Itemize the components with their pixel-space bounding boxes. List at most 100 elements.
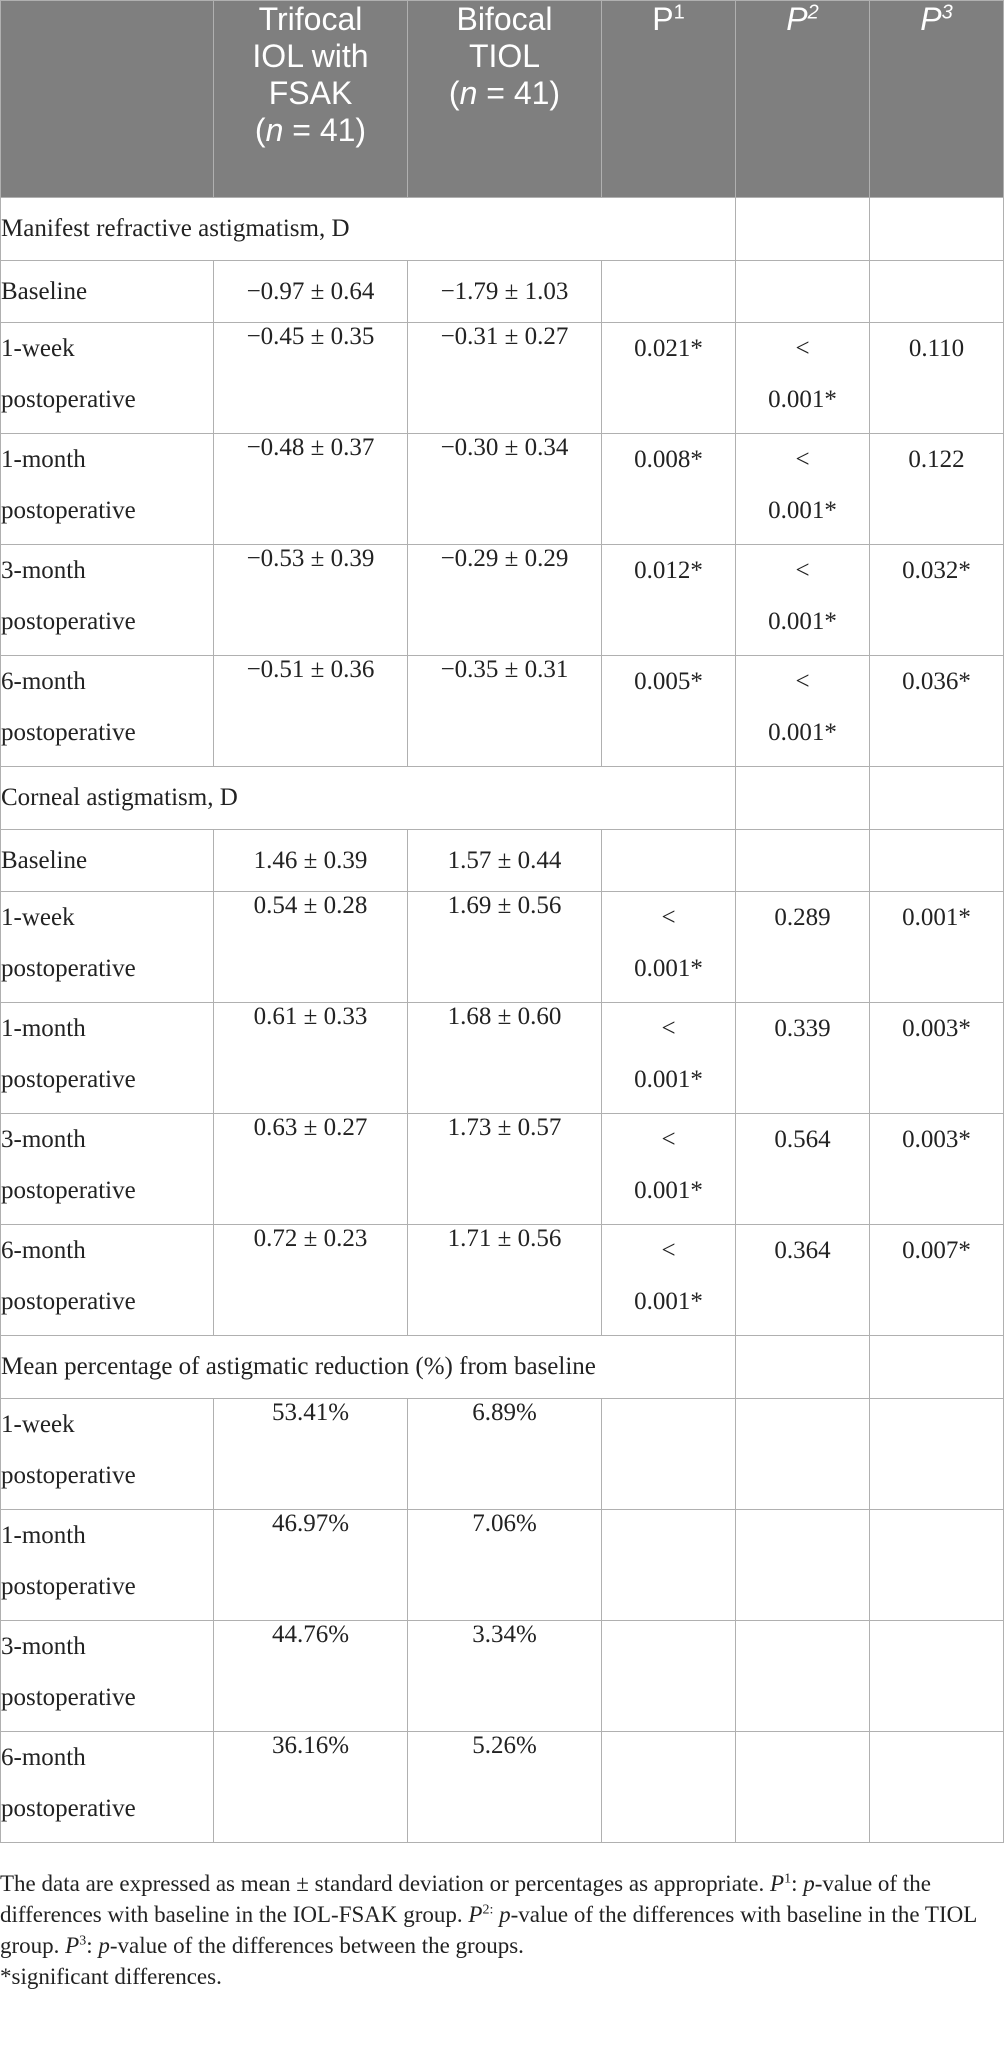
row-label-line: 3-month	[1, 1126, 86, 1153]
footnote-intro: The data are expressed as mean ± standar…	[0, 1871, 771, 1896]
table-row: 1-month postoperative 46.97% 7.06%	[0, 1509, 1004, 1621]
table-footnote: The data are expressed as mean ± standar…	[0, 1868, 1000, 1992]
header-p2: P2	[735, 0, 870, 198]
row-label-line: 6-month	[1, 1237, 86, 1264]
row-label-line: 3-month	[1, 1633, 86, 1660]
row-label: 6-month postoperative	[0, 655, 214, 767]
footnote-p1-text: -value of the differences with baseline …	[0, 1871, 931, 1927]
cell-trifocal: 36.16%	[213, 1731, 408, 1843]
header-bifocal-line-3: (n = 41)	[448, 75, 561, 111]
cell-bifocal: 5.26%	[407, 1731, 602, 1843]
section-empty-cell	[735, 197, 870, 261]
row-label-line: postoperative	[1, 1462, 136, 1489]
cell-p3: 0.122	[869, 433, 1004, 545]
cell-p2: 0.564	[735, 1113, 870, 1225]
cell-p1-value: < 0.001*	[634, 904, 703, 982]
row-label: 3-month postoperative	[0, 1113, 214, 1225]
table-row: 3-month postoperative −0.53 ± 0.39 −0.29 ± …	[0, 544, 1004, 656]
table-row: 6-month postoperative 0.72 ± 0.23 1.71 ± 0.…	[0, 1224, 1004, 1336]
cell-p2: < 0.001*	[735, 433, 870, 545]
cell-bifocal: 1.71 ± 0.56	[407, 1224, 602, 1336]
cell-bifocal: −0.29 ± 0.29	[407, 544, 602, 656]
cell-p2: < 0.001*	[735, 322, 870, 434]
footnote-p1-symbol: P	[770, 1871, 785, 1896]
section-empty-cell	[735, 1335, 870, 1399]
table-row: 6-month postoperative 36.16% 5.26%	[0, 1731, 1004, 1843]
header-p3-sup: 3	[941, 1, 953, 24]
cell-p2	[735, 1398, 870, 1510]
cell-p2-value: < 0.001*	[768, 668, 837, 746]
cell-p3: 0.007*	[869, 1224, 1004, 1336]
cell-p3	[869, 829, 1004, 892]
header-bifocal: Bifocal TIOL (n = 41)	[407, 0, 602, 198]
row-label: 1-week postoperative	[0, 891, 214, 1003]
row-label-line: 1-month	[1, 1522, 86, 1549]
header-bifocal-line-1: Bifocal	[456, 1, 553, 37]
table-row: 1-week postoperative −0.45 ± 0.35 −0.31 ± 0…	[0, 322, 1004, 434]
cell-p2	[735, 260, 870, 323]
footnote-p2-text: -value of the differences with baseline …	[0, 1902, 977, 1958]
cell-bifocal: 3.34%	[407, 1620, 602, 1732]
footnote-p3-italic: p	[98, 1933, 110, 1958]
table-row: Baseline −0.97 ± 0.64 −1.79 ± 1.03	[0, 260, 1004, 323]
cell-p1: < 0.001*	[601, 1224, 736, 1336]
table-row: 1-month postoperative 0.61 ± 0.33 1.68 ± 0.…	[0, 1002, 1004, 1114]
cell-p3: 0.001*	[869, 891, 1004, 1003]
cell-p3: 0.036*	[869, 655, 1004, 767]
cell-trifocal: 53.41%	[213, 1398, 408, 1510]
section-title: Corneal astigmatism, D	[0, 766, 736, 830]
cell-p1: 0.008*	[601, 433, 736, 545]
cell-bifocal: −0.31 ± 0.27	[407, 322, 602, 434]
cell-trifocal: −0.45 ± 0.35	[213, 322, 408, 434]
footnote-p1-italic: p	[803, 1871, 815, 1896]
table-row: 3-month postoperative 0.63 ± 0.27 1.73 ± 0.…	[0, 1113, 1004, 1225]
row-label-line: postoperative	[1, 608, 136, 635]
header-p2-symbol: P	[786, 1, 808, 37]
row-label: 1-week postoperative	[0, 322, 214, 434]
header-p1-sup: 1	[673, 1, 685, 24]
row-label: 6-month postoperative	[0, 1731, 214, 1843]
cell-p1-value: < 0.001*	[634, 1237, 703, 1315]
cell-p1-value: < 0.001*	[634, 1126, 703, 1204]
cell-p1	[601, 260, 736, 323]
cell-p1: < 0.001*	[601, 1113, 736, 1225]
section-row: Manifest refractive astigmatism, D	[0, 197, 1004, 261]
row-label: 1-month postoperative	[0, 1509, 214, 1621]
header-bifocal-line-2: TIOL	[468, 38, 541, 74]
row-label-line: 1-week	[1, 904, 75, 931]
cell-p1: < 0.001*	[601, 1002, 736, 1114]
row-label: 6-month postoperative	[0, 1224, 214, 1336]
cell-p2	[735, 1509, 870, 1621]
row-label-line: 1-month	[1, 446, 86, 473]
cell-trifocal: 1.46 ± 0.39	[213, 829, 408, 892]
cell-p2-value: < 0.001*	[768, 446, 837, 524]
footnote-p2-sup: 2:	[482, 1902, 494, 1918]
row-label-line: Baseline	[1, 846, 88, 874]
row-label-line: postoperative	[1, 955, 136, 982]
footnote-p3-sup: 3	[79, 1933, 87, 1949]
section-empty-cell	[869, 1335, 1004, 1399]
row-label: 3-month postoperative	[0, 544, 214, 656]
header-trifocal-line-4: (n = 41)	[254, 112, 367, 148]
section-row: Mean percentage of astigmatic reduction …	[0, 1335, 1004, 1399]
row-label-line: postoperative	[1, 386, 136, 413]
cell-bifocal: 1.57 ± 0.44	[407, 829, 602, 892]
table-row: 6-month postoperative −0.51 ± 0.36 −0.35 ± …	[0, 655, 1004, 767]
cell-trifocal: −0.97 ± 0.64	[213, 260, 408, 323]
cell-p1: < 0.001*	[601, 891, 736, 1003]
header-p1-symbol: P	[652, 1, 674, 37]
cell-bifocal: −0.30 ± 0.34	[407, 433, 602, 545]
cell-p1: 0.012*	[601, 544, 736, 656]
cell-p3: 0.003*	[869, 1113, 1004, 1225]
cell-p1: 0.005*	[601, 655, 736, 767]
cell-p1: 0.021*	[601, 322, 736, 434]
header-p1: P1	[601, 0, 736, 198]
section-title: Manifest refractive astigmatism, D	[0, 197, 736, 261]
cell-bifocal: −0.35 ± 0.31	[407, 655, 602, 767]
footnote-p1-sup: 1	[784, 1871, 792, 1887]
header-trifocal: Trifocal IOL with FSAK (n = 41)	[213, 0, 408, 198]
cell-trifocal: 0.61 ± 0.33	[213, 1002, 408, 1114]
row-label-line: 1-week	[1, 335, 75, 362]
cell-p2	[735, 829, 870, 892]
cell-p3	[869, 260, 1004, 323]
